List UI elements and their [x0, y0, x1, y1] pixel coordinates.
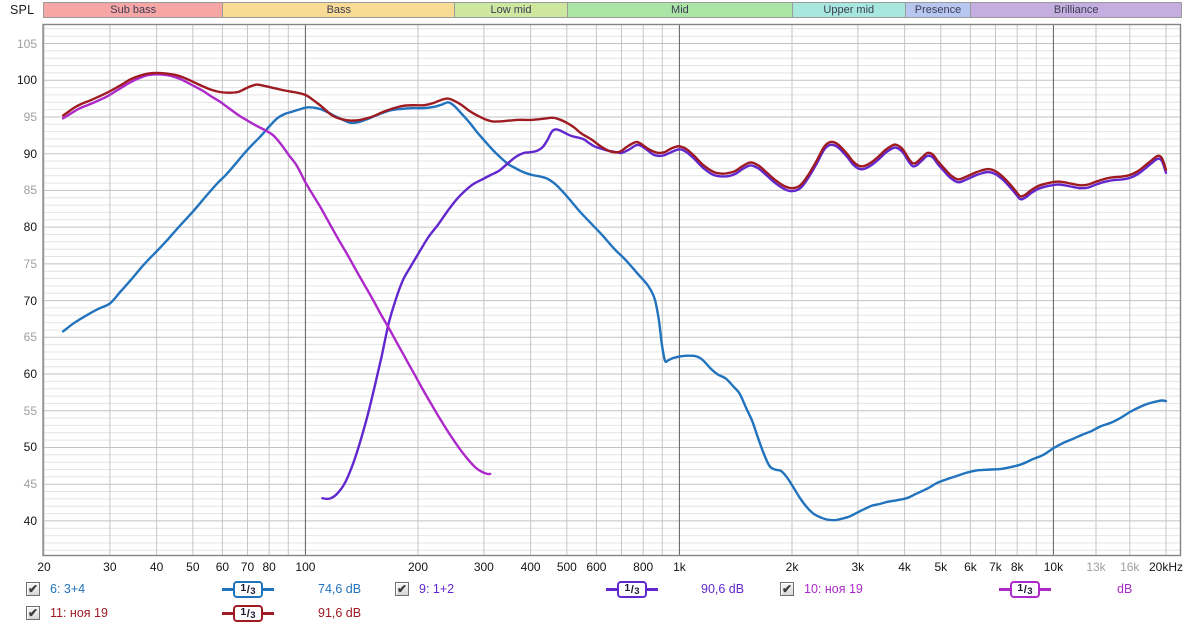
- y-tick-label: 50: [23, 440, 37, 455]
- band-upper-mid: Upper mid: [792, 2, 906, 18]
- x-tick-label: 10k: [1043, 560, 1064, 574]
- x-tick-label: 50: [186, 560, 200, 574]
- x-tick-label: 40: [149, 560, 164, 574]
- y-tick-label: 70: [23, 293, 37, 308]
- x-tick-label: 16k: [1120, 560, 1140, 574]
- level-value: 74,6 dB: [318, 582, 362, 596]
- measurement-checkbox[interactable]: ✔: [780, 582, 794, 596]
- band-low-mid: Low mid: [454, 2, 568, 18]
- x-tick-label: 3k: [851, 560, 865, 574]
- x-tick-label: 5k: [934, 560, 948, 574]
- check-icon: ✔: [27, 606, 39, 620]
- legend-line-icon: [222, 612, 234, 615]
- measurement-label[interactable]: 6: 3+4: [50, 582, 86, 596]
- y-tick-label: 55: [23, 403, 37, 418]
- curve-11: [61, 71, 1168, 198]
- x-tick-label: 100: [295, 560, 316, 574]
- x-tick-label: 80: [262, 560, 276, 574]
- legend-line-icon: [646, 588, 658, 591]
- x-tick-label: 70: [240, 560, 255, 574]
- band-sub-bass: Sub bass: [43, 2, 224, 18]
- x-tick-label: 4k: [898, 560, 911, 574]
- y-tick-label: 75: [23, 256, 37, 271]
- x-tick-label: 2k: [785, 560, 799, 574]
- legend-line-icon: [999, 588, 1011, 591]
- level-value: 91,6 dB: [318, 606, 362, 620]
- measurement-checkbox[interactable]: ✔: [26, 606, 40, 620]
- y-tick-label: 105: [16, 36, 37, 51]
- y-tick-label: 100: [16, 73, 37, 88]
- check-icon: ✔: [781, 582, 793, 596]
- x-tick-label: 6k: [964, 560, 977, 574]
- x-tick-label: 20kHz: [1148, 560, 1183, 574]
- band-brilliance: Brilliance: [970, 2, 1182, 18]
- band-bass: Bass: [222, 2, 456, 18]
- legend-line-icon: [262, 588, 274, 591]
- level-value: dB: [1117, 582, 1133, 596]
- measurement-checkbox[interactable]: ✔: [26, 582, 40, 596]
- measurement-label[interactable]: 11: ноя 19: [50, 606, 108, 620]
- x-tick-label: 30: [103, 560, 117, 574]
- y-tick-label: 60: [23, 367, 37, 382]
- y-tick-label: 85: [23, 183, 37, 198]
- level-value: 90,6 dB: [701, 582, 745, 596]
- legend-line-icon: [262, 612, 274, 615]
- smoothing-badge[interactable]: 1/3: [219, 605, 277, 622]
- x-tick-label: 20: [37, 560, 51, 574]
- y-tick-label: 95: [23, 109, 37, 124]
- x-tick-label: 600: [586, 560, 607, 574]
- x-tick-label: 500: [556, 560, 577, 574]
- y-tick-label: 90: [23, 146, 37, 161]
- smoothing-badge[interactable]: 1/3: [603, 581, 661, 598]
- y-tick-label: 65: [23, 330, 37, 345]
- curve-6: [61, 101, 1168, 522]
- measurement-checkbox[interactable]: ✔: [395, 582, 409, 596]
- x-tick-label: 13k: [1086, 560, 1106, 574]
- check-icon: ✔: [396, 582, 408, 596]
- x-tick-label: 800: [633, 560, 654, 574]
- measurement-label[interactable]: 10: ноя 19: [804, 582, 863, 596]
- legend-line-icon: [222, 588, 234, 591]
- smoothing-badge[interactable]: 1/3: [219, 581, 277, 598]
- x-tick-label: 400: [520, 560, 541, 574]
- band-mid: Mid: [566, 2, 793, 18]
- check-icon: ✔: [27, 582, 39, 596]
- x-tick-label: 200: [407, 560, 429, 574]
- x-tick-label: 60: [215, 560, 230, 574]
- spl-axis-title: SPL: [10, 3, 35, 17]
- band-presence: Presence: [904, 2, 972, 18]
- curve-10: [61, 73, 492, 476]
- smoothing-badge[interactable]: 1/3: [996, 581, 1054, 598]
- curve-9: [321, 128, 1168, 501]
- x-tick-label: 300: [473, 560, 494, 574]
- measurement-label[interactable]: 9: 1+2: [419, 582, 455, 596]
- legend-line-icon: [1039, 588, 1051, 591]
- y-tick-label: 80: [23, 220, 37, 235]
- legend-line-icon: [606, 588, 618, 591]
- x-tick-label: 1k: [673, 560, 686, 574]
- x-tick-label: 8k: [1010, 560, 1024, 574]
- y-tick-label: 45: [23, 477, 37, 492]
- x-tick-label: 7k: [989, 560, 1002, 574]
- y-tick-label: 40: [23, 513, 37, 528]
